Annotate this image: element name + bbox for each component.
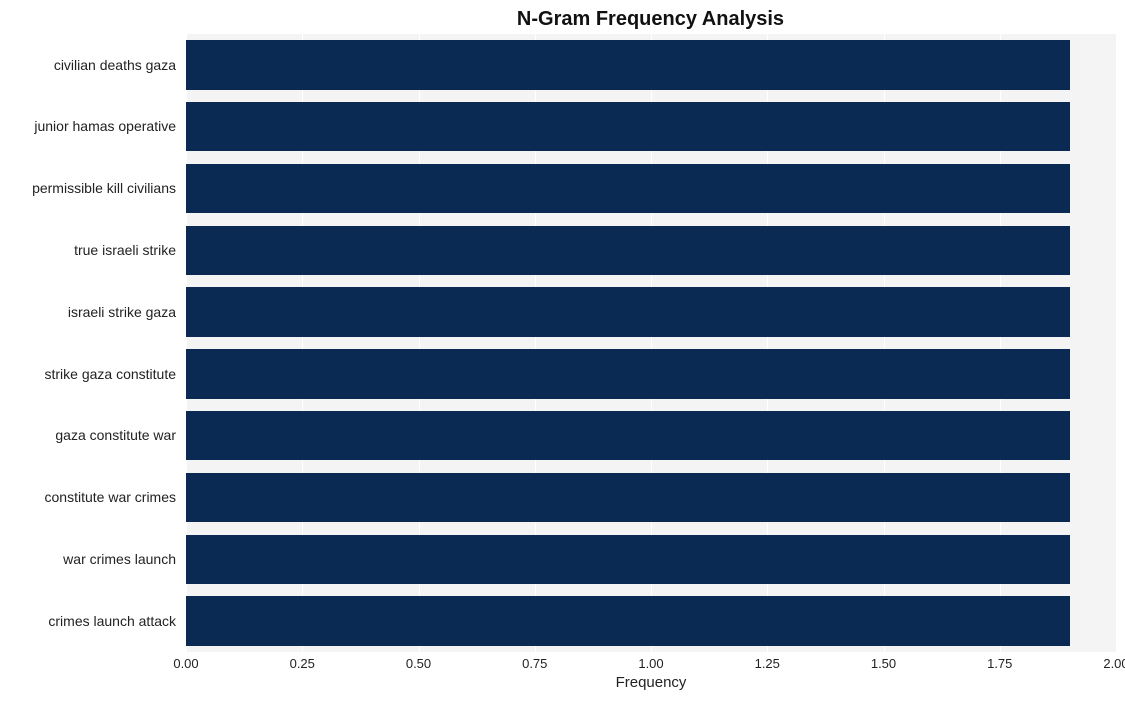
bar (186, 164, 1070, 213)
bar (186, 349, 1070, 398)
y-tick-label: civilian deaths gaza (0, 57, 176, 73)
x-tick-label: 0.25 (290, 656, 315, 671)
x-tick-label: 1.00 (638, 656, 663, 671)
y-tick-label: true israeli strike (0, 242, 176, 258)
bar (186, 411, 1070, 460)
plot-area (186, 34, 1116, 652)
x-tick-label: 1.25 (755, 656, 780, 671)
bar (186, 40, 1070, 89)
bar (186, 596, 1070, 645)
x-tick-label: 1.50 (871, 656, 896, 671)
bar (186, 535, 1070, 584)
gridline (1116, 34, 1117, 652)
y-tick-label: israeli strike gaza (0, 304, 176, 320)
x-axis-label: Frequency (186, 674, 1116, 691)
bar (186, 473, 1070, 522)
bar (186, 287, 1070, 336)
y-tick-label: permissible kill civilians (0, 180, 176, 196)
bar (186, 226, 1070, 275)
y-tick-label: strike gaza constitute (0, 366, 176, 382)
x-tick-label: 1.75 (987, 656, 1012, 671)
x-tick-label: 0.75 (522, 656, 547, 671)
y-tick-label: gaza constitute war (0, 427, 176, 443)
bar (186, 102, 1070, 151)
y-tick-label: war crimes launch (0, 551, 176, 567)
x-tick-label: 2.00 (1103, 656, 1125, 671)
ngram-chart: N-Gram Frequency Analysis civilian death… (0, 0, 1125, 701)
x-tick-label: 0.00 (173, 656, 198, 671)
chart-title: N-Gram Frequency Analysis (186, 8, 1115, 31)
y-tick-label: crimes launch attack (0, 613, 176, 629)
x-tick-label: 0.50 (406, 656, 431, 671)
y-tick-label: junior hamas operative (0, 118, 176, 134)
y-tick-label: constitute war crimes (0, 489, 176, 505)
